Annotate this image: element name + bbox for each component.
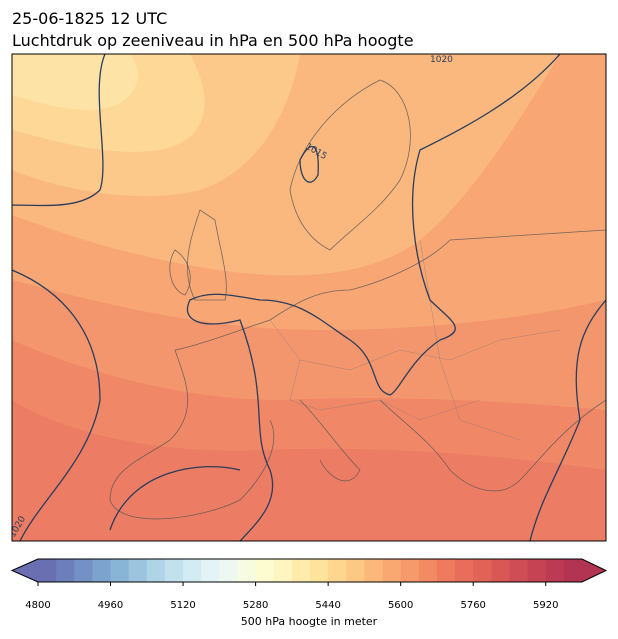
colorbar-tick-label: 5600	[388, 600, 413, 611]
colorbar-segment	[473, 559, 492, 582]
colorbar-tick-label: 4800	[25, 600, 50, 611]
colorbar-segment	[128, 559, 148, 582]
colorbar-segment	[491, 559, 510, 582]
colorbar-extend-low	[12, 559, 38, 582]
colorbar-segment	[146, 559, 166, 582]
map-frame	[11, 53, 607, 542]
colorbar-tick-label: 5760	[460, 600, 485, 611]
colorbar-segment	[527, 559, 547, 582]
colorbar-segment	[201, 559, 220, 582]
colorbar-segment	[255, 559, 275, 582]
colorbar-segment	[455, 559, 474, 582]
colorbar-segment	[38, 559, 57, 582]
colorbar-tick-label: 5920	[533, 600, 558, 611]
colorbar-tick-label: 5440	[315, 600, 340, 611]
colorbar: 4800 4960 5120 5280 5440 5600 5760 5920	[10, 558, 608, 611]
colorbar-segment	[418, 559, 438, 582]
title-line: Luchtdruk op zeeniveau in hPa en 500 hPa…	[12, 31, 414, 50]
colorbar-segment	[563, 559, 583, 582]
colorbar-segment	[310, 559, 329, 582]
colorbar-segment	[219, 559, 238, 582]
colorbar-segment	[291, 559, 311, 582]
colorbar-segment	[400, 559, 420, 582]
colorbar-segment	[382, 559, 402, 582]
title-line: 25-06-1825 12 UTC	[12, 9, 167, 28]
colorbar-segment	[56, 559, 75, 582]
colorbar-segment	[545, 559, 565, 582]
colorbar-segment	[436, 559, 456, 582]
colorbar-segment	[509, 559, 529, 582]
colorbar-segment	[110, 559, 130, 582]
colorbar-segment	[92, 559, 112, 582]
colorbar-segment	[364, 559, 384, 582]
colorbar-segment	[183, 559, 202, 582]
colorbar-segment	[164, 559, 184, 582]
colorbar-label: 500 hPa hoogte in meter	[241, 615, 378, 628]
contour-label: 1020	[430, 55, 453, 65]
colorbar-tick-label: 5280	[243, 600, 268, 611]
colorbar-segment	[328, 559, 347, 582]
colorbar-segment	[74, 559, 93, 582]
colorbar-tick-label: 5120	[170, 600, 195, 611]
colorbar-segment	[273, 559, 293, 582]
colorbar-tick-label: 4960	[98, 600, 123, 611]
map: 1015 1020 1020	[12, 54, 606, 541]
colorbar-extend-high	[582, 559, 606, 582]
colorbar-segment	[237, 559, 257, 582]
colorbar-segment	[346, 559, 365, 582]
colorbar-outline	[10, 558, 608, 583]
